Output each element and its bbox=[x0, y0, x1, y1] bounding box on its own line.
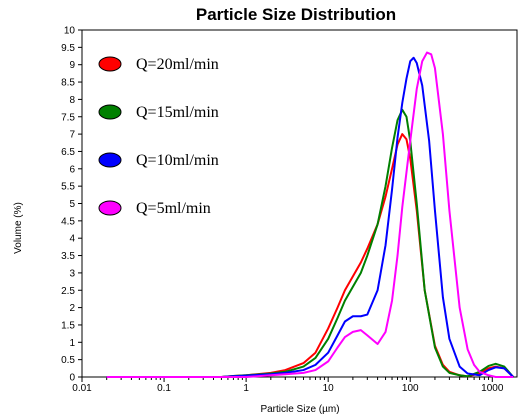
chart-title: Particle Size Distribution bbox=[196, 5, 396, 24]
legend-label: Q=5ml/min bbox=[136, 200, 211, 217]
y-axis: 0 0.5 1 1.5 2 2.5 3 3.5 4 4.5 5 5.5 6 6.5 7 7.5 8 8.5 9 9.5… bbox=[61, 26, 82, 384]
y-tick-label: 2 bbox=[69, 303, 75, 314]
legend-label: Q=20ml/min bbox=[136, 56, 219, 73]
y-tick-label: 6 bbox=[69, 164, 75, 175]
series-line bbox=[106, 108, 515, 378]
legend-marker bbox=[98, 200, 122, 216]
plot-frame bbox=[81, 29, 518, 378]
x-tick-label: 100 bbox=[402, 383, 419, 394]
y-tick-label: 0.5 bbox=[61, 355, 75, 366]
legend-marker bbox=[98, 56, 122, 72]
x-axis: 0.01 0.1 1 10 100 1000 bbox=[72, 377, 504, 394]
legend-marker bbox=[98, 152, 122, 168]
x-tick-label: 0.01 bbox=[72, 383, 92, 394]
y-tick-label: 7.5 bbox=[61, 112, 75, 123]
x-tick-label: 10 bbox=[323, 383, 335, 394]
y-tick-label: 10 bbox=[64, 26, 76, 37]
legend-label: Q=15ml/min bbox=[136, 104, 219, 121]
y-tick-label: 2.5 bbox=[61, 286, 75, 297]
series-lines bbox=[106, 51, 515, 378]
legend: Q=20ml/min Q=15ml/min Q=10ml/min Q=5ml/min bbox=[98, 56, 219, 217]
plot-area bbox=[81, 29, 518, 378]
y-tick-label: 9 bbox=[69, 60, 75, 71]
x-tick-label: 1000 bbox=[481, 383, 504, 394]
y-tick-label: 9.5 bbox=[61, 43, 75, 54]
series-line bbox=[106, 51, 514, 378]
y-tick-label: 1 bbox=[69, 338, 75, 349]
y-tick-label: 6.5 bbox=[61, 147, 75, 158]
y-tick-label: 3.5 bbox=[61, 251, 75, 262]
y-axis-label: Volume (%) bbox=[13, 202, 24, 254]
y-tick-label: 8.5 bbox=[61, 78, 75, 89]
y-tick-label: 4.5 bbox=[61, 216, 75, 227]
y-tick-label: 5.5 bbox=[61, 182, 75, 193]
y-tick-label: 0 bbox=[69, 373, 75, 384]
y-tick-label: 5 bbox=[69, 199, 75, 210]
y-tick-label: 8 bbox=[69, 95, 75, 106]
legend-marker bbox=[98, 104, 122, 120]
y-tick-label: 3 bbox=[69, 268, 75, 279]
y-tick-label: 4 bbox=[69, 234, 75, 245]
y-tick-label: 7 bbox=[69, 130, 75, 141]
x-tick-label: 1 bbox=[243, 383, 249, 394]
y-tick-label: 1.5 bbox=[61, 320, 75, 331]
x-tick-label: 0.1 bbox=[157, 383, 171, 394]
x-axis-label: Particle Size (µm) bbox=[260, 404, 339, 415]
legend-label: Q=10ml/min bbox=[136, 152, 219, 169]
series-line bbox=[106, 56, 514, 378]
